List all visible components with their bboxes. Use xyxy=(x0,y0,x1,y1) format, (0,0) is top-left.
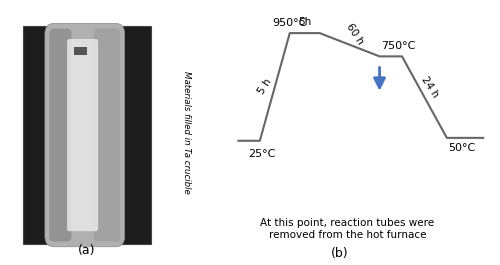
Text: 5 h: 5 h xyxy=(256,77,274,96)
FancyBboxPatch shape xyxy=(74,47,87,55)
Text: 950°C: 950°C xyxy=(272,18,306,28)
Text: (a): (a) xyxy=(78,244,96,257)
FancyBboxPatch shape xyxy=(45,23,124,247)
Text: At this point, reaction tubes were
removed from the hot furnace: At this point, reaction tubes were remov… xyxy=(260,218,434,240)
FancyBboxPatch shape xyxy=(22,26,152,244)
Text: (b): (b) xyxy=(330,247,348,260)
FancyBboxPatch shape xyxy=(50,29,72,242)
Text: 5h: 5h xyxy=(298,17,312,26)
Text: Materials filled in Ta crucible: Materials filled in Ta crucible xyxy=(182,71,192,194)
FancyBboxPatch shape xyxy=(94,29,120,242)
Text: 50°C: 50°C xyxy=(448,143,475,153)
Text: 24 h: 24 h xyxy=(420,74,440,99)
Text: 60 h: 60 h xyxy=(344,22,366,47)
FancyBboxPatch shape xyxy=(67,39,98,231)
Text: 25°C: 25°C xyxy=(248,149,276,158)
Text: 750°C: 750°C xyxy=(381,41,416,51)
